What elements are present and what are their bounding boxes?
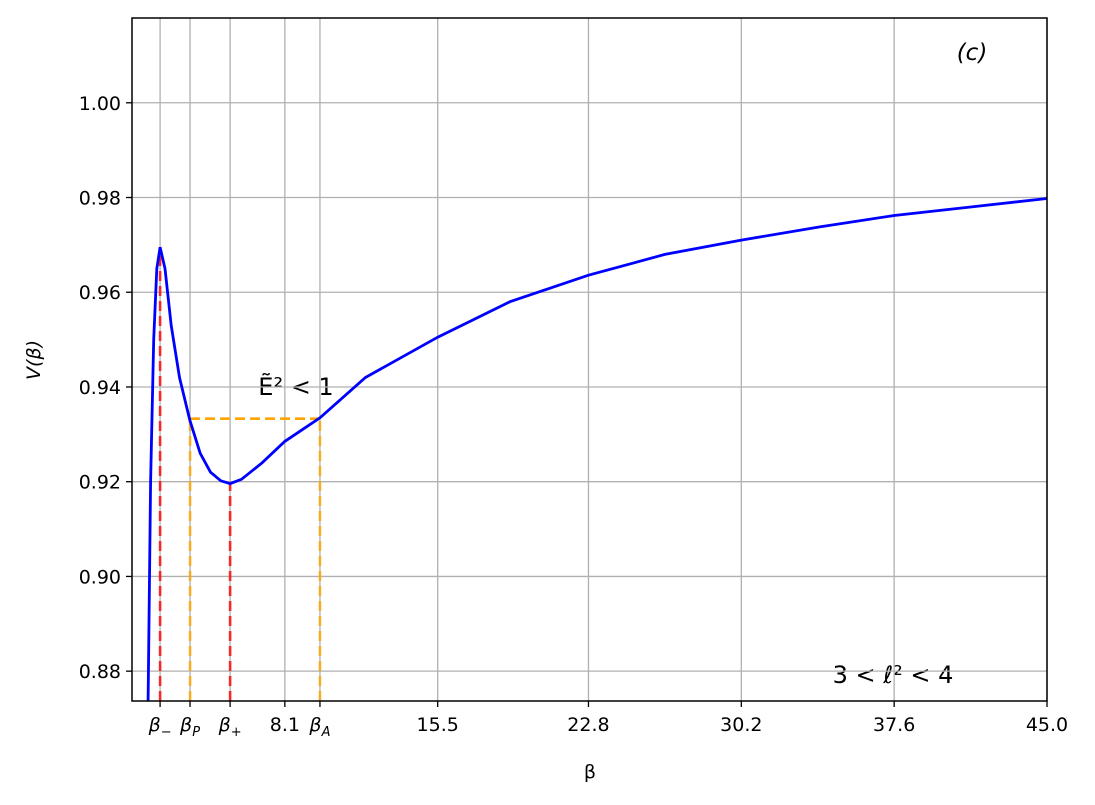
x-tick-label: 15.5 <box>417 714 459 736</box>
annotation: 3 < ℓ² < 4 <box>833 661 954 689</box>
y-tick-label: 0.92 <box>79 472 121 494</box>
x-tick-label: 30.2 <box>720 714 762 736</box>
panel-label: (c) <box>957 40 988 66</box>
y-tick-label: 0.94 <box>79 377 121 399</box>
x-tick-label: 37.6 <box>873 714 915 736</box>
data-line <box>146 197 1047 701</box>
x-tick-label: 8.1 <box>270 714 300 736</box>
x-tick-label: 22.8 <box>567 714 609 736</box>
x-tick-label: βA <box>308 714 330 740</box>
y-tick-label: 0.90 <box>79 566 121 588</box>
y-tick-label: 1.00 <box>79 93 121 115</box>
y-tick-label: 0.98 <box>79 188 121 210</box>
y-tick-label: 0.88 <box>79 661 121 683</box>
plot-frame <box>131 17 1048 702</box>
annotation: Ẽ² < 1 <box>258 371 333 401</box>
y-axis-label: V(β) <box>23 340 45 380</box>
y-tick-label: 0.96 <box>79 282 121 304</box>
x-tick-label: 45.0 <box>1026 714 1068 736</box>
x-tick-label: β− <box>148 714 172 740</box>
x-tick-label: β+ <box>218 714 242 740</box>
x-tick-label: βP <box>179 714 200 740</box>
x-axis-label: β <box>584 761 596 783</box>
